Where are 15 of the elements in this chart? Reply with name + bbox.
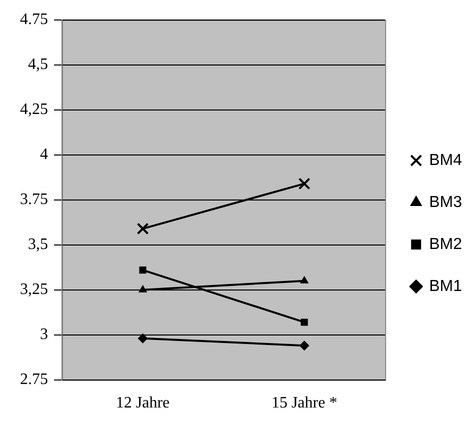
- legend-label: BM2: [429, 236, 462, 253]
- y-tick-label: 4.75: [20, 11, 48, 28]
- x-tick-label: 12 Jahre: [116, 394, 170, 412]
- legend-label: BM4: [429, 152, 462, 169]
- y-tick-label: 4,25: [20, 101, 48, 118]
- x-tick-label: 15 Jahre *: [271, 394, 338, 412]
- y-tick-label: 3.75: [20, 191, 48, 208]
- y-tick-label: 4: [40, 146, 48, 164]
- legend-label: BM3: [429, 194, 462, 211]
- y-tick-label: 3,25: [20, 281, 48, 298]
- y-tick-label: 3,5: [28, 236, 48, 254]
- y-tick-label: 3: [40, 326, 48, 344]
- y-tick-label: 4,5: [28, 56, 48, 74]
- legend-label: BM1: [429, 278, 462, 295]
- y-tick-label: 2.75: [20, 371, 48, 388]
